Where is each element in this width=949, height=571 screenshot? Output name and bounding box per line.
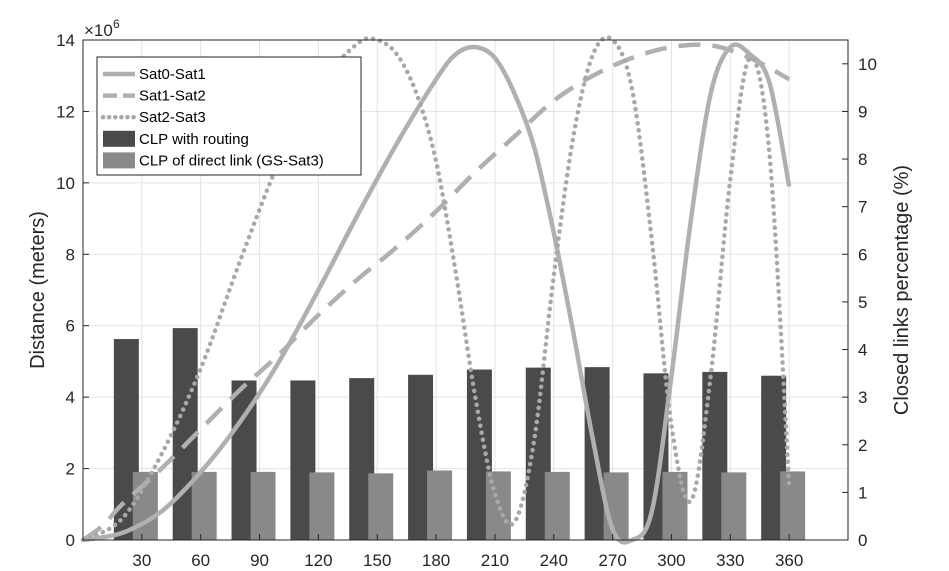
x-tick-label: 300	[657, 551, 685, 570]
legend-label: Sat0-Sat1	[139, 66, 206, 83]
y-right-tick-label: 5	[858, 293, 867, 312]
x-tick-label: 210	[481, 551, 509, 570]
y-right-tick-label: 6	[858, 245, 867, 264]
legend-swatch	[103, 130, 135, 147]
plot-frame	[82, 39, 849, 541]
y-right-tick-label: 1	[858, 483, 867, 502]
y-left-tick-label: 0	[66, 531, 75, 550]
y-axis-left-label: Distance (meters)	[27, 211, 49, 369]
x-tick-label: 240	[540, 551, 568, 570]
x-tick-label: 180	[422, 551, 450, 570]
legend-label: CLP with routing	[139, 131, 249, 148]
y-right-tick-label: 2	[858, 436, 867, 455]
legend-label: Sat2-Sat3	[139, 109, 206, 126]
y-left-exponent-power: 6	[113, 17, 120, 31]
y-left-tick-label: 14	[56, 31, 75, 50]
y-right-tick-label: 9	[858, 102, 867, 121]
y-left-tick-label: 4	[66, 388, 75, 407]
bar	[427, 470, 453, 540]
bar	[309, 472, 335, 540]
bar	[780, 471, 806, 540]
line-series	[81, 42, 791, 542]
y-right-tick-label: 7	[858, 198, 867, 217]
legend: Sat0-Sat1 Sat1-Sat2 Sat2-Sat3 CLP with rout…	[96, 56, 362, 176]
bar	[544, 471, 570, 540]
x-tick-label: 90	[250, 551, 269, 570]
x-tick-label: 60	[191, 551, 210, 570]
x-tick-label: 120	[304, 551, 332, 570]
legend-swatch	[103, 152, 135, 169]
bar	[191, 471, 217, 540]
y-right-tick-label: 8	[858, 150, 867, 169]
y-left-tick-label: 12	[56, 102, 75, 121]
y-right-tick-label: 3	[858, 388, 867, 407]
y-left-exponent: ×10	[84, 21, 113, 40]
y-left-tick-label: 8	[66, 245, 75, 264]
legend-items: Sat0-Sat1 Sat1-Sat2 Sat2-Sat3 CLP with rout…	[100, 66, 324, 169]
x-tick-label: 30	[132, 551, 151, 570]
tick-layer: 30 60 90 120 150 180 210 240 270 300 330 3600246810…	[56, 31, 877, 570]
y-axis-right-label: Closed links percentage (%)	[891, 165, 913, 415]
y-right-tick-label: 0	[858, 531, 867, 550]
x-tick-label: 150	[363, 551, 391, 570]
y-left-tick-label: 10	[56, 174, 75, 193]
y-left-tick-label: 2	[66, 460, 75, 479]
line-series	[82, 42, 792, 545]
legend-box	[96, 56, 362, 176]
x-tick-label: 270	[598, 551, 626, 570]
bar	[368, 473, 394, 540]
y-left-tick-label: 6	[66, 317, 75, 336]
bar	[662, 471, 688, 540]
bar	[250, 471, 276, 540]
legend-label: CLP of direct link (GS-Sat3)	[139, 152, 324, 169]
y-right-tick-label: 10	[858, 55, 877, 74]
x-tick-label: 360	[775, 551, 803, 570]
bar-layer	[113, 328, 806, 540]
y-right-tick-label: 4	[858, 341, 867, 360]
x-tick-label: 330	[716, 551, 744, 570]
legend-label: Sat1-Sat2	[139, 88, 206, 105]
bar	[721, 472, 747, 540]
